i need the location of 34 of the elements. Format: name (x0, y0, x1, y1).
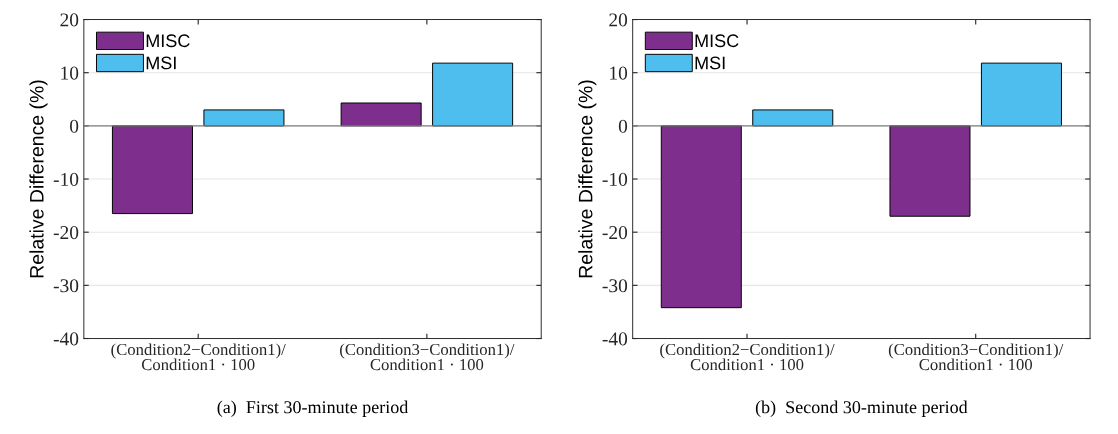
x-tick-label: (Condition2−Condition1)/Condition1 · 100 (660, 343, 835, 371)
y-tick-label: -40 (602, 332, 628, 346)
legend-label: MISC (146, 34, 190, 48)
y-tick-label: 20 (609, 13, 628, 27)
text: (a) First 30-minute period (217, 400, 409, 417)
bar (432, 62, 514, 127)
y-axis-title: Relative Difference (%) (578, 80, 597, 278)
y-tick-label: -10 (53, 172, 79, 186)
y-tick-label: -30 (602, 279, 628, 293)
bar (889, 125, 971, 217)
legend-label: MSI (146, 56, 176, 70)
bar (111, 125, 193, 215)
y-tick-label: 10 (61, 66, 79, 80)
y-tick-label: 0 (618, 119, 628, 133)
y-tick-label: 20 (60, 13, 79, 27)
y-tick-label: -20 (53, 226, 79, 240)
legend-label: MISC (695, 34, 739, 48)
x-tick-label: (Condition3−Condition1)/Condition1 · 100 (888, 343, 1064, 371)
y-axis-title: Relative Difference (%) (29, 80, 48, 278)
y-tick-label: 10 (610, 66, 628, 80)
y-tick-label: -30 (53, 279, 79, 293)
bar (660, 125, 742, 309)
bar (752, 109, 834, 127)
y-tick-label: -40 (53, 332, 79, 346)
x-tick-label: (Condition3−Condition1)/Condition1 · 100 (340, 343, 515, 371)
bar (340, 102, 422, 127)
bar (980, 62, 1062, 127)
text: (b) Second 30-minute period (755, 400, 968, 417)
y-tick-label: -10 (602, 172, 628, 186)
bar (203, 109, 285, 127)
y-tick-label: -20 (602, 226, 628, 240)
y-tick-label: 0 (70, 119, 79, 133)
legend-label: MSI (695, 56, 725, 70)
x-tick-label: (Condition2−Condition1)/Condition1 · 100 (111, 343, 286, 371)
